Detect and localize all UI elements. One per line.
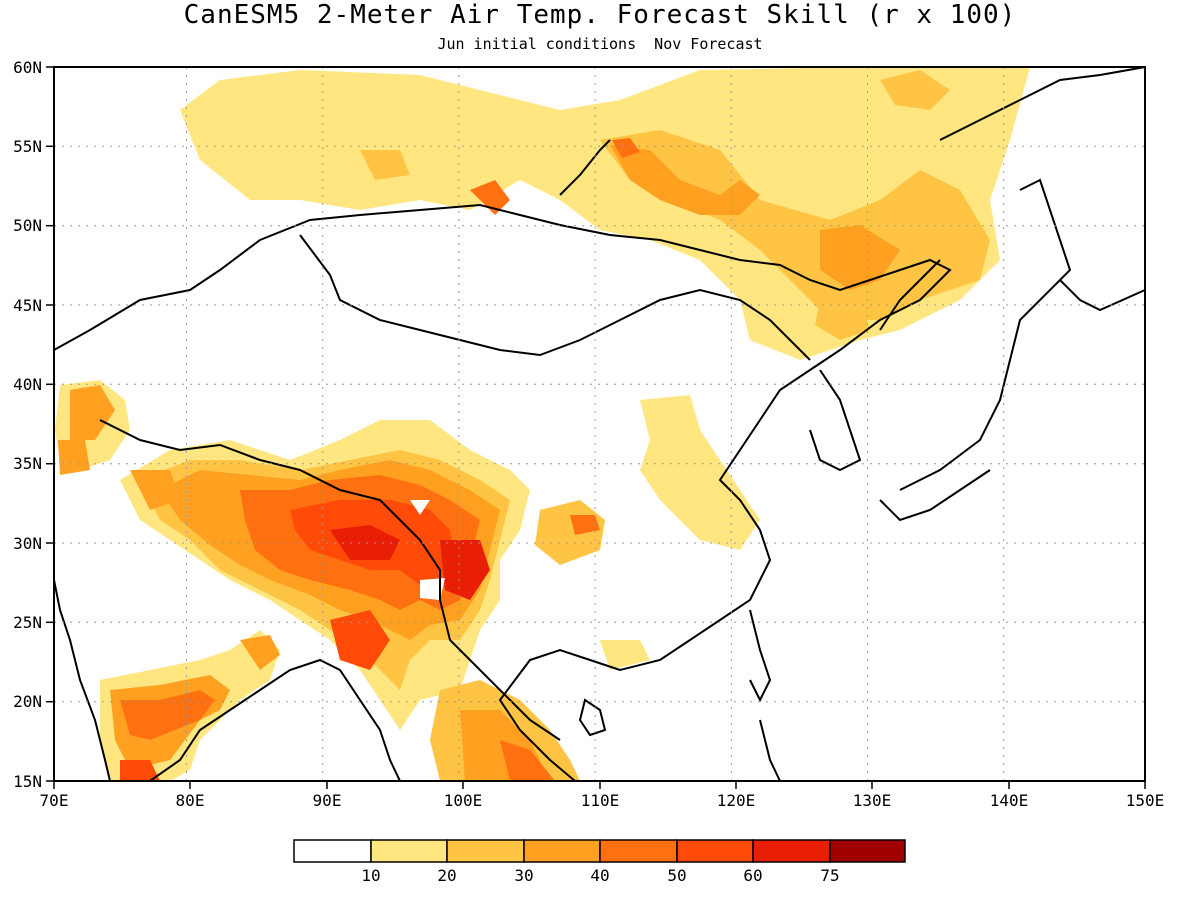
colorbar-label: 60 [743, 866, 762, 885]
lat-tick-label: 35N [13, 454, 42, 473]
colorbar-swatch [370, 839, 448, 863]
colorbar-label: 50 [667, 866, 686, 885]
lat-tick-label: 20N [13, 692, 42, 711]
lon-tick-label: 120E [717, 791, 756, 810]
lon-tick-labels: 70E 80E 90E 100E 110E 120E 130E 140E 150… [40, 791, 1165, 810]
lon-tick-label: 140E [990, 791, 1029, 810]
lon-tick-label: 150E [1126, 791, 1165, 810]
lon-tick-label: 80E [176, 791, 205, 810]
colorbar-swatch [829, 839, 906, 863]
map-title: CanESM5 2-Meter Air Temp. Forecast Skill… [183, 0, 1017, 30]
colorbar-label: 30 [514, 866, 533, 885]
colorbar-swatch [293, 839, 372, 863]
axis-ticks [46, 66, 1146, 789]
colorbar: 10 20 30 40 50 60 75 [293, 839, 906, 885]
skill-shading [55, 67, 1030, 781]
colorbar-swatch [523, 839, 601, 863]
lon-tick-label: 100E [444, 791, 483, 810]
colorbar-label: 10 [361, 866, 380, 885]
lat-tick-label: 55N [13, 137, 42, 156]
lat-tick-label: 60N [13, 58, 42, 77]
lat-tick-label: 15N [13, 772, 42, 791]
colorbar-swatch [599, 839, 678, 863]
lat-tick-label: 25N [13, 613, 42, 632]
lon-tick-label: 70E [40, 791, 69, 810]
colorbar-label: 40 [590, 866, 609, 885]
lat-tick-labels: 60N 55N 50N 45N 40N 35N 30N 25N 20N 15N [13, 58, 42, 791]
lon-tick-label: 110E [581, 791, 620, 810]
colorbar-label: 75 [820, 866, 839, 885]
lon-tick-label: 130E [853, 791, 892, 810]
colorbar-swatch [446, 839, 525, 863]
lat-tick-label: 50N [13, 216, 42, 235]
colorbar-swatch [752, 839, 831, 863]
lat-tick-label: 40N [13, 375, 42, 394]
lon-tick-label: 90E [313, 791, 342, 810]
colorbar-label: 20 [437, 866, 456, 885]
gridlines [54, 67, 1145, 781]
lat-tick-label: 30N [13, 534, 42, 553]
coastlines [54, 67, 1145, 781]
colorbar-swatch [676, 839, 754, 863]
map-subtitle: Jun initial conditions Nov Forecast [437, 35, 763, 53]
lat-tick-label: 45N [13, 296, 42, 315]
